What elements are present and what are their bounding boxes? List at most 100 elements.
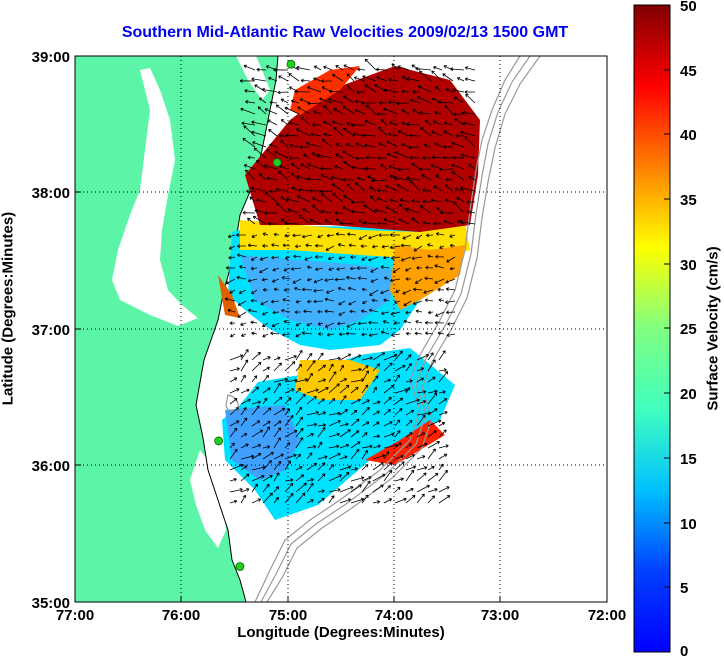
velocity-arrow bbox=[310, 132, 322, 137]
velocity-arrow bbox=[462, 111, 476, 115]
velocity-arrow bbox=[372, 375, 379, 383]
velocity-arrow bbox=[423, 143, 432, 148]
velocity-arrow bbox=[424, 331, 434, 336]
colorbar-tick-label: 20 bbox=[680, 386, 697, 403]
velocity-arrow bbox=[306, 388, 319, 394]
velocity-arrow bbox=[319, 97, 333, 104]
velocity-arrow bbox=[306, 433, 314, 438]
velocity-arrow bbox=[306, 299, 313, 304]
velocity-arrow bbox=[251, 443, 262, 449]
radar-stations bbox=[214, 59, 296, 571]
velocity-arrow bbox=[350, 448, 360, 460]
velocity-arrow bbox=[324, 297, 335, 302]
velocity-arrow bbox=[284, 397, 292, 405]
velocity-arrow bbox=[280, 98, 289, 104]
velocity-arrow bbox=[261, 277, 269, 282]
velocity-arrow bbox=[272, 278, 280, 283]
velocity-arrow bbox=[280, 119, 289, 126]
velocity-arrow bbox=[378, 233, 390, 238]
velocity-arrow bbox=[376, 188, 388, 193]
velocity-arrow bbox=[284, 106, 300, 115]
velocity-arrow bbox=[403, 300, 412, 307]
velocity-arrow bbox=[243, 125, 256, 137]
velocity-arrow bbox=[327, 256, 335, 261]
velocity-arrow bbox=[406, 122, 421, 127]
velocity-arrow bbox=[274, 150, 289, 159]
velocity-arrow bbox=[361, 421, 370, 427]
velocity-arrow bbox=[390, 256, 401, 260]
velocity-arrow bbox=[259, 267, 269, 274]
velocity-arrow bbox=[284, 221, 300, 226]
velocity-arrow bbox=[285, 133, 300, 138]
velocity-arrow bbox=[266, 176, 278, 181]
x-tick-label: 75:00 bbox=[269, 607, 307, 624]
velocity-arrow bbox=[376, 221, 388, 226]
velocity-arrow bbox=[251, 483, 258, 493]
velocity-arrow bbox=[443, 144, 454, 149]
velocity-arrow bbox=[417, 96, 432, 104]
velocity-arrow bbox=[317, 398, 325, 405]
velocity-arrow bbox=[451, 171, 465, 181]
velocity-arrow bbox=[361, 370, 369, 383]
velocity-arrow bbox=[251, 429, 264, 438]
velocity-arrow bbox=[338, 332, 346, 337]
velocity-arrow bbox=[423, 289, 434, 294]
velocity-arrow bbox=[273, 382, 281, 394]
velocity-arrow bbox=[319, 189, 333, 194]
velocity-arrow bbox=[241, 333, 247, 337]
velocity-arrow bbox=[374, 208, 388, 214]
velocity-arrow bbox=[362, 75, 377, 82]
velocity-arrow bbox=[293, 254, 302, 259]
velocity-arrow bbox=[334, 165, 344, 170]
velocity-arrow bbox=[368, 308, 379, 313]
velocity-arrow bbox=[284, 354, 297, 361]
velocity-arrow bbox=[438, 453, 448, 460]
velocity-arrow bbox=[412, 90, 421, 94]
velocity-arrow bbox=[264, 108, 278, 115]
colorbar-label: Surface Velocity (cm/s) bbox=[704, 246, 722, 411]
velocity-arrow bbox=[459, 220, 476, 225]
velocity-arrow bbox=[345, 143, 355, 148]
y-tick-label: 38:00 bbox=[32, 185, 70, 202]
velocity-arrow bbox=[411, 256, 423, 261]
velocity-arrow bbox=[415, 234, 423, 240]
velocity-arrow bbox=[302, 208, 311, 214]
velocity-arrow bbox=[339, 485, 354, 493]
velocity-arrow bbox=[256, 67, 267, 72]
velocity-arrow bbox=[405, 432, 413, 438]
velocity-arrow bbox=[259, 173, 267, 181]
velocity-arrow bbox=[302, 153, 311, 159]
velocity-arrow bbox=[320, 209, 333, 214]
velocity-arrow bbox=[449, 243, 456, 248]
velocity-arrow bbox=[229, 388, 240, 394]
velocity-arrow bbox=[362, 300, 368, 304]
velocity-arrow bbox=[251, 400, 261, 405]
velocity-arrow bbox=[356, 90, 366, 95]
velocity-arrow bbox=[240, 488, 250, 493]
velocity-arrow bbox=[264, 191, 278, 203]
velocity-arrow bbox=[262, 474, 273, 482]
velocity-arrow bbox=[422, 199, 432, 204]
velocity-arrow bbox=[383, 432, 395, 438]
velocity-arrow bbox=[411, 217, 421, 225]
velocity-arrow bbox=[251, 386, 259, 394]
velocity-arrow bbox=[386, 140, 399, 148]
velocity-arrow bbox=[267, 119, 278, 126]
velocity-arrow bbox=[240, 406, 247, 416]
velocity-arrow bbox=[390, 311, 401, 316]
velocity-arrow bbox=[350, 367, 362, 372]
velocity-arrow bbox=[262, 366, 270, 372]
velocity-arrow bbox=[273, 472, 280, 482]
velocity-arrow bbox=[262, 460, 272, 471]
velocity-arrow bbox=[294, 310, 302, 314]
velocity-arrow bbox=[416, 484, 430, 493]
velocity-arrow bbox=[316, 153, 333, 159]
velocity-arrow bbox=[306, 352, 313, 361]
velocity-arrow bbox=[238, 289, 247, 295]
velocity-arrow bbox=[398, 218, 410, 225]
radar-station bbox=[235, 562, 245, 571]
velocity-arrow bbox=[438, 167, 454, 172]
velocity-arrow bbox=[350, 409, 358, 416]
velocity-arrow bbox=[378, 126, 388, 137]
velocity-arrow bbox=[317, 386, 329, 394]
